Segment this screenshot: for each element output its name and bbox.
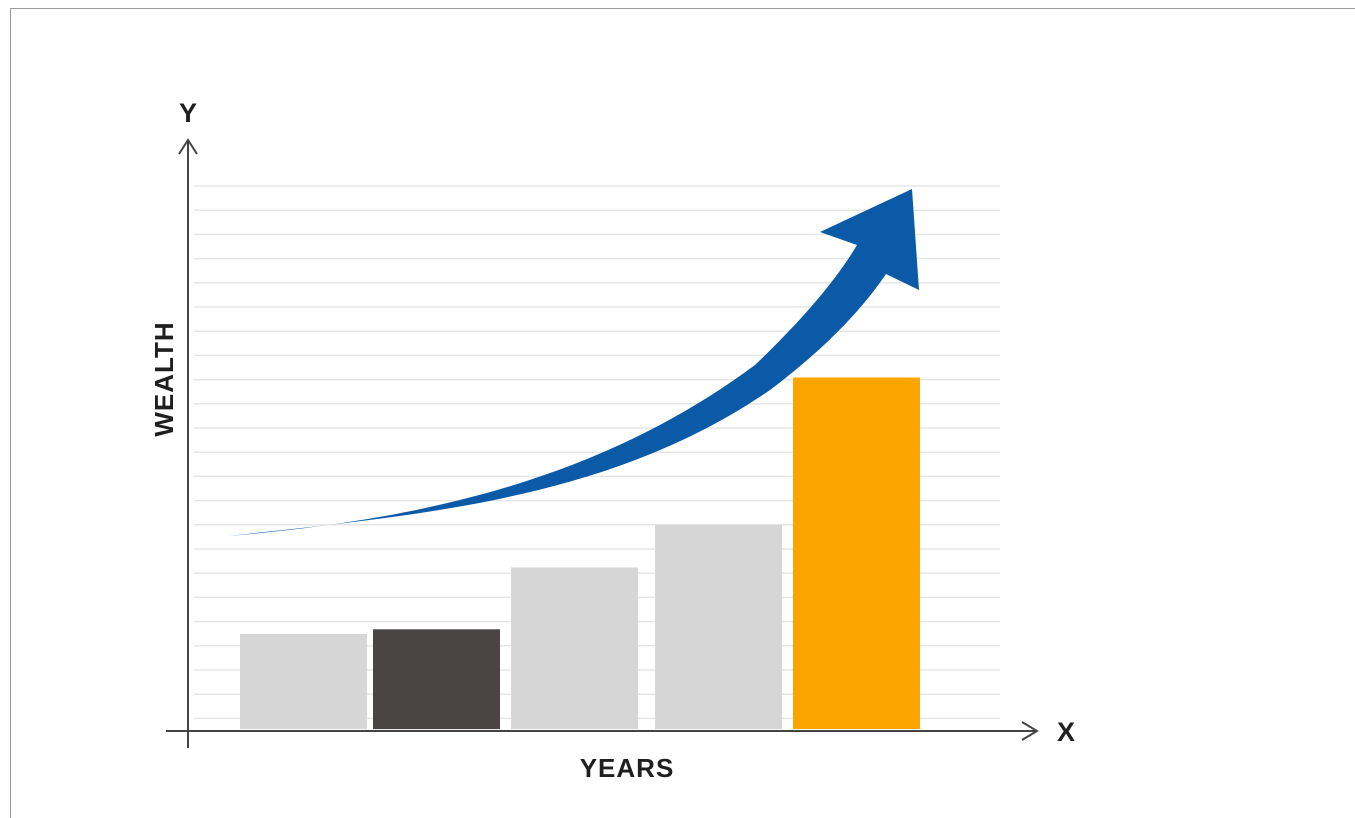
x-axis-letter: X xyxy=(1057,717,1075,747)
frame-border xyxy=(10,8,1355,818)
y-axis-letter: Y xyxy=(179,98,197,128)
bar-5 xyxy=(793,377,920,729)
trend-arrow xyxy=(228,189,919,536)
axes xyxy=(166,138,1039,748)
bar-1 xyxy=(240,634,367,729)
y-axis-label: WEALTH xyxy=(149,321,179,436)
x-axis-label: YEARS xyxy=(580,753,675,783)
bar-3 xyxy=(511,567,638,729)
x-axis-arrowhead xyxy=(1021,721,1039,741)
bar-4 xyxy=(655,524,782,730)
bars xyxy=(240,377,920,730)
bar-2 xyxy=(373,629,500,730)
y-axis-arrowhead xyxy=(178,138,198,155)
